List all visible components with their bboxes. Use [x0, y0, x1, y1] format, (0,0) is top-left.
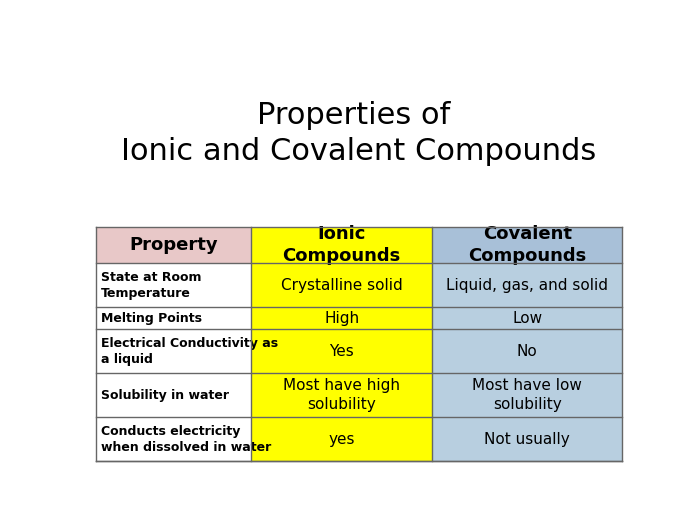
Bar — [433, 307, 622, 329]
Text: Most have high
solubility: Most have high solubility — [283, 379, 400, 412]
Bar — [251, 307, 433, 329]
Bar — [96, 227, 251, 263]
Text: Liquid, gas, and solid: Liquid, gas, and solid — [446, 278, 608, 292]
Text: High: High — [324, 311, 359, 326]
Bar — [433, 263, 622, 307]
Text: Yes: Yes — [329, 344, 354, 359]
Bar — [433, 373, 622, 417]
Bar — [433, 227, 622, 263]
Bar — [251, 329, 433, 373]
Text: yes: yes — [328, 432, 355, 447]
Bar — [433, 329, 622, 373]
Text: Ionic
Compounds: Ionic Compounds — [283, 225, 401, 265]
Text: Crystalline solid: Crystalline solid — [281, 278, 402, 292]
Text: Electrical Conductivity as
a liquid: Electrical Conductivity as a liquid — [101, 337, 278, 365]
Bar — [433, 417, 622, 461]
Text: State at Room
Temperature: State at Room Temperature — [101, 270, 202, 300]
Text: No: No — [517, 344, 538, 359]
Bar — [96, 307, 251, 329]
Text: Low: Low — [512, 311, 542, 326]
Text: Solubility in water: Solubility in water — [101, 388, 229, 402]
Bar — [96, 373, 251, 417]
Text: Properties of 
Ionic and Covalent Compounds: Properties of Ionic and Covalent Compoun… — [121, 101, 596, 166]
Bar — [251, 417, 433, 461]
Bar — [96, 263, 251, 307]
Bar — [251, 227, 433, 263]
Text: Melting Points: Melting Points — [101, 312, 202, 324]
Text: Property: Property — [129, 236, 218, 254]
Text: Most have low
solubility: Most have low solubility — [473, 379, 582, 412]
Bar — [251, 373, 433, 417]
Text: Covalent
Compounds: Covalent Compounds — [468, 225, 587, 265]
Text: Not usually: Not usually — [484, 432, 570, 447]
Text: Conducts electricity
when dissolved in water: Conducts electricity when dissolved in w… — [101, 425, 272, 454]
Bar — [96, 329, 251, 373]
Bar — [96, 417, 251, 461]
Bar — [251, 263, 433, 307]
